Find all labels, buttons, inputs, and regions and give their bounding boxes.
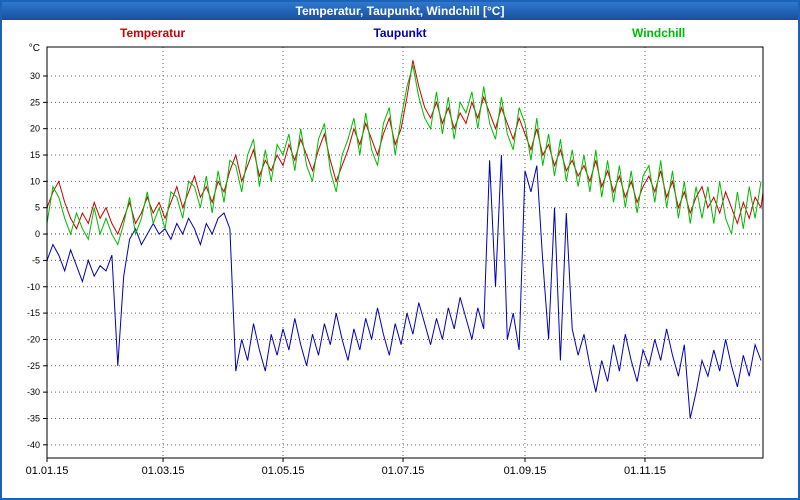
y-tick-label: -15 bbox=[27, 308, 40, 318]
x-tick-label: 01.09.15 bbox=[504, 465, 547, 477]
titlebar: Temperatur, Taupunkt, Windchill [°C] bbox=[2, 2, 798, 20]
x-tick-label: 01.03.15 bbox=[142, 465, 185, 477]
legend-taupunkt: Taupunkt bbox=[373, 26, 427, 40]
series-line-taupunkt bbox=[46, 154, 762, 419]
y-tick-label: -35 bbox=[27, 413, 40, 423]
y-tick-label: 30 bbox=[30, 71, 40, 81]
y-tick-label: -25 bbox=[27, 361, 40, 371]
y-tick-label: 0 bbox=[35, 229, 40, 239]
x-tick-label: 01.05.15 bbox=[262, 465, 305, 477]
x-tick-label: 01.07.15 bbox=[382, 465, 425, 477]
y-tick-label: 10 bbox=[30, 176, 40, 186]
series-line-temperatur bbox=[46, 60, 764, 236]
x-tick-label: 01.01.15 bbox=[26, 465, 69, 477]
plot-background bbox=[47, 47, 763, 458]
x-tick-label: 01.11.15 bbox=[624, 465, 666, 477]
y-tick-label: 25 bbox=[30, 97, 40, 107]
y-tick-label: -30 bbox=[27, 387, 40, 397]
y-tick-label: 20 bbox=[30, 124, 40, 134]
y-tick-label: -5 bbox=[32, 255, 40, 265]
y-tick-label: 15 bbox=[30, 150, 40, 160]
y-tick-label: 5 bbox=[35, 203, 40, 213]
y-tick-label: -20 bbox=[27, 334, 40, 344]
legend-temperatur: Temperatur bbox=[120, 26, 186, 40]
plot-border bbox=[46, 46, 764, 459]
y-tick-label: -10 bbox=[27, 282, 40, 292]
chart-title: Temperatur, Taupunkt, Windchill [°C] bbox=[295, 4, 505, 18]
series-line-windchill bbox=[46, 65, 762, 246]
y-unit-label: °C bbox=[29, 43, 40, 54]
legend-windchill: Windchill bbox=[632, 26, 686, 40]
y-tick-label: -40 bbox=[27, 440, 40, 450]
